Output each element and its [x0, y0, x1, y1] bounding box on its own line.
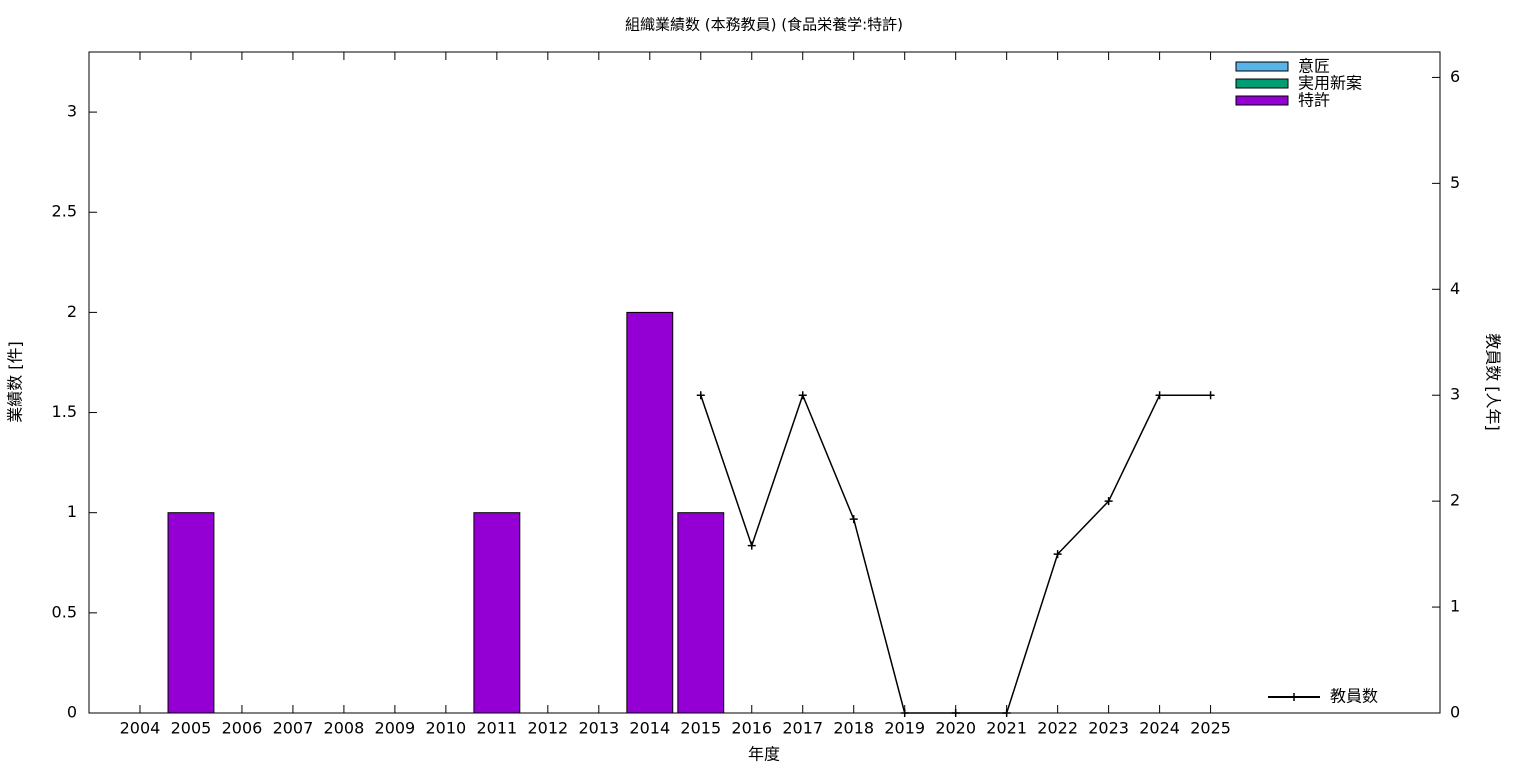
bar	[167, 512, 215, 714]
y2-tick-label: 2	[1450, 491, 1460, 510]
y2-tick-label: 5	[1450, 173, 1460, 192]
legend-label: 特許	[1298, 91, 1330, 110]
x-tick-label: 2017	[782, 719, 823, 738]
chart-title: 組織業績数 (本務教員) (食品栄養学:特許)	[625, 16, 903, 34]
x-tick-label: 2004	[120, 719, 161, 738]
y-tick-label: 0	[67, 703, 77, 722]
point	[798, 391, 807, 400]
line	[700, 393, 1211, 714]
x-tick-label: 2005	[171, 719, 212, 738]
y2-tick-label: 0	[1450, 703, 1460, 722]
y-tick-label: 3	[67, 102, 77, 121]
legend-swatch	[1235, 95, 1289, 106]
y2-tick-label: 3	[1450, 385, 1460, 404]
y-tick-label: 0.5	[52, 602, 77, 621]
x-tick-label: 2023	[1088, 719, 1129, 738]
x-tick-label: 2016	[731, 719, 772, 738]
y-tick-label: 2.5	[52, 202, 77, 221]
x-tick-label: 2012	[527, 719, 568, 738]
plot-frame	[88, 51, 1441, 714]
legend-swatch	[1235, 61, 1289, 72]
x-tick-label: 2013	[578, 719, 619, 738]
x-tick-label: 2024	[1139, 719, 1180, 738]
y-tick-label: 1	[67, 502, 77, 521]
x-tick-label: 2020	[935, 719, 976, 738]
point	[1155, 391, 1164, 400]
x-tick-label: 2021	[986, 719, 1027, 738]
legend-label: 教員数	[1330, 687, 1378, 706]
point	[747, 541, 756, 550]
point	[1206, 391, 1215, 400]
x-tick-label: 2019	[884, 719, 925, 738]
x-tick-label: 2018	[833, 719, 874, 738]
x-tick-label: 2011	[476, 719, 517, 738]
y-tick-label: 2	[67, 302, 77, 321]
x-tick-label: 2008	[324, 719, 365, 738]
x-tick-label: 2015	[680, 719, 721, 738]
y-axis-label: 業績数 [件]	[6, 341, 25, 423]
x-tick-label: 2014	[629, 719, 670, 738]
bar	[473, 512, 521, 714]
x-tick-label: 2010	[426, 719, 467, 738]
y2-tick-label: 6	[1450, 67, 1460, 86]
x-tick-label: 2006	[222, 719, 263, 738]
x-tick-label: 2009	[375, 719, 416, 738]
bar	[626, 311, 674, 714]
x-axis-label: 年度	[748, 745, 780, 764]
x-tick-label: 2022	[1037, 719, 1078, 738]
point	[1104, 497, 1113, 506]
legend-label: 実用新案	[1298, 74, 1362, 93]
y2-tick-label: 1	[1450, 597, 1460, 616]
point	[849, 515, 858, 524]
y-tick-label: 1.5	[52, 402, 77, 421]
point	[696, 391, 705, 400]
y2-tick-label: 4	[1450, 279, 1460, 298]
bar	[677, 512, 725, 714]
point	[1053, 550, 1062, 559]
legend-label: 意匠	[1298, 57, 1330, 76]
x-tick-label: 2007	[273, 719, 314, 738]
y2-axis-label: 教員数 [人年]	[1484, 333, 1503, 431]
x-tick-label: 2025	[1190, 719, 1231, 738]
legend-swatch	[1235, 78, 1289, 89]
